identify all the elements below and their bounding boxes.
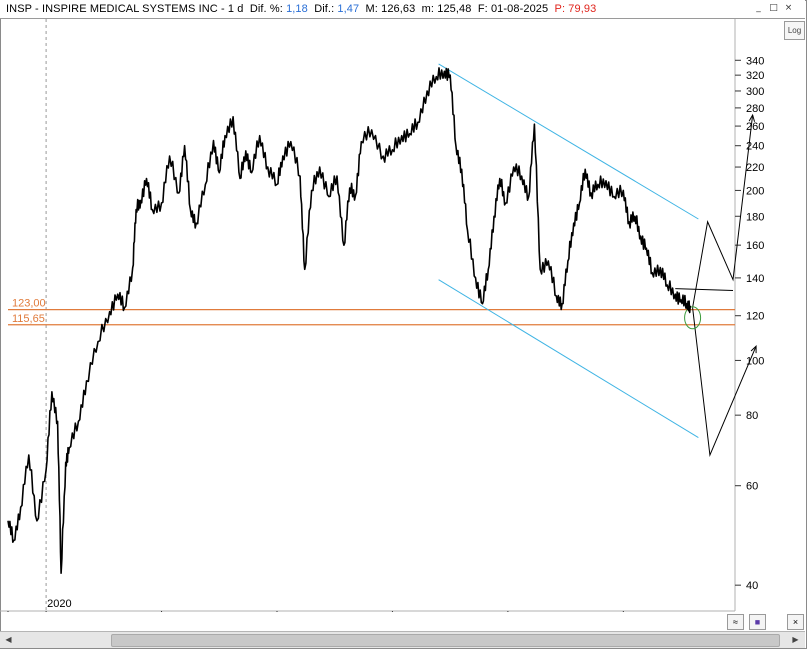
support-line-label: 123,00 [12,298,46,310]
scroll-right-arrow-icon[interactable]: ▶ [792,635,799,644]
support-line-label: 115,65 [12,313,45,325]
chart-header: INSP - INSPIRE MEDICAL SYSTEMS INC - 1 d… [0,0,805,19]
channel-line [438,279,699,439]
projection-path [692,114,754,308]
y-tick-label: 340 [746,55,764,67]
symbol-title: INSP - INSPIRE MEDICAL SYSTEMS INC - 1 d [6,3,244,15]
channel-line [438,63,699,220]
price-chart[interactable]: 2020 340 320 300 280 260 240 220 200 180 160 140 12… [0,19,805,612]
y-tick-label: 80 [746,410,758,422]
wave-icon: ≈ [733,617,738,627]
min-value: 125,48 [437,3,472,15]
close-icon: × [792,617,799,627]
y-tick-label: 60 [746,481,758,493]
y-tick-label: 40 [746,580,758,592]
horizontal-scrollbar[interactable]: ◀ ▶ [0,631,805,648]
dif-label: Dif.: [314,3,335,15]
log-scale-button[interactable]: Log [784,21,805,40]
y-tick-label: 260 [746,121,764,133]
minimize-button[interactable]: _ [756,3,761,13]
dif-pct-label: Dif. %: [249,3,283,15]
y-tick-label: 280 [746,103,764,115]
projection-path [692,307,757,457]
maximize-button[interactable]: □ [769,3,778,13]
min-label: m: [421,3,435,15]
year-marker-label: 2020 [47,598,71,610]
y-tick-label: 180 [746,211,764,223]
close-chart-button[interactable]: × [787,614,804,630]
dif-value: 1,47 [337,3,360,15]
y-tick-label: 320 [746,70,764,82]
scroll-left-arrow-icon[interactable]: ◀ [5,635,12,644]
y-tick-label: 300 [746,86,764,98]
highlight-circle [684,306,702,330]
projection-arrowhead [748,113,756,122]
p-label: P: [554,3,566,15]
p-value: 79,93 [568,3,597,15]
y-tick-label: 220 [746,162,764,174]
resistance-line [675,288,734,291]
y-tick-label: 240 [746,141,764,153]
close-button[interactable]: × [784,3,793,13]
date-label: F: [477,3,488,15]
projection-arrowhead [750,344,757,354]
price-series-line [7,67,692,574]
max-value: 126,63 [381,3,416,15]
dif-pct-value: 1,18 [286,3,308,15]
y-tick-label: 140 [746,273,764,285]
save-button[interactable]: ■ [749,614,766,630]
y-tick-label: 160 [746,240,764,252]
y-tick-label: 200 [746,185,764,197]
save-icon: ■ [754,617,761,627]
date-value: 01-08-2025 [490,3,549,15]
wave-tool-button[interactable]: ≈ [727,614,744,630]
scroll-thumb[interactable] [111,634,780,647]
max-label: M: [365,3,378,15]
y-tick-label: 100 [746,355,764,367]
y-tick-label: 120 [746,311,764,323]
chart-header-text: INSP - INSPIRE MEDICAL SYSTEMS INC - 1 d… [6,3,596,15]
